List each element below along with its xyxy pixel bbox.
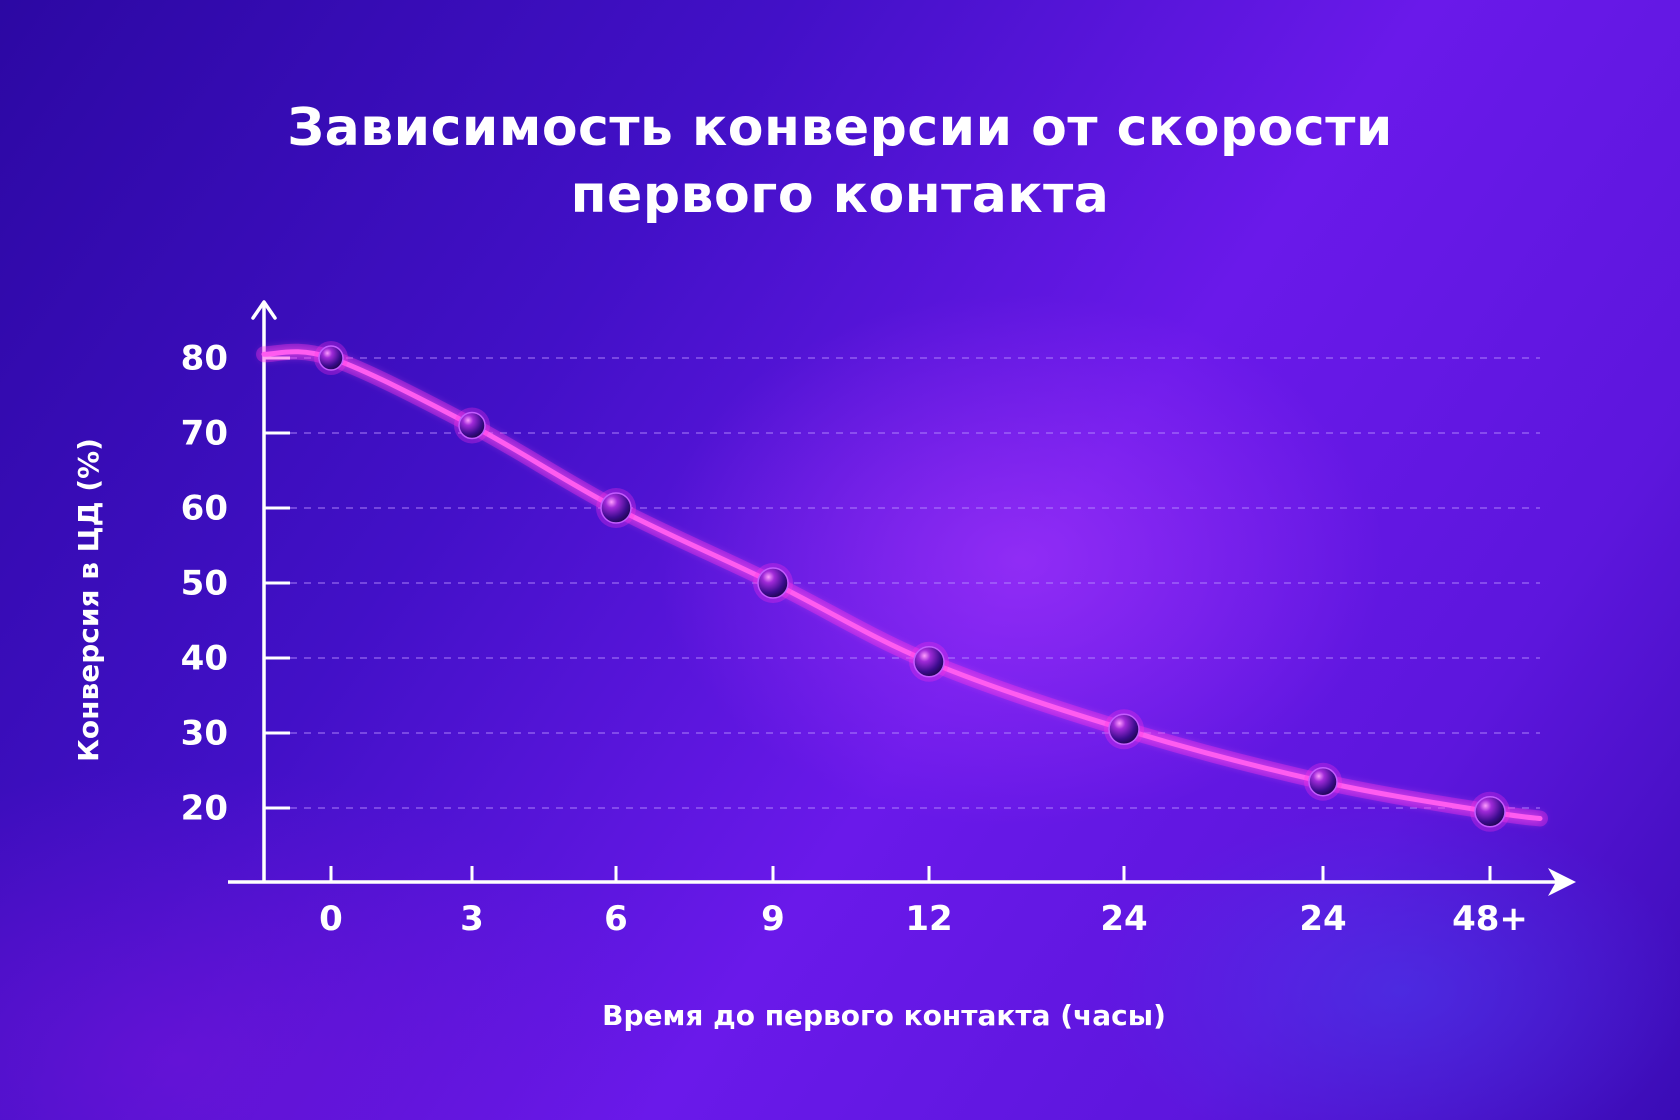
- y-tick-label: 40: [181, 639, 228, 679]
- x-axis-arrow: [1548, 868, 1576, 896]
- y-axis-arrow: [251, 300, 277, 320]
- data-point: [600, 492, 632, 524]
- data-points: [314, 341, 1510, 832]
- x-tick-label: 9: [761, 899, 785, 939]
- y-tick-label: 60: [181, 489, 228, 529]
- data-point: [913, 646, 945, 678]
- series-line-path: [261, 349, 1543, 821]
- x-tick-label: 24: [1100, 899, 1147, 939]
- chart-title-line-2: первого контакта: [571, 165, 1110, 225]
- y-tick-label: 30: [181, 714, 228, 754]
- data-point: [1308, 767, 1338, 797]
- y-tick-label: 80: [181, 339, 228, 379]
- x-tick-label: 3: [460, 899, 484, 939]
- x-axis-label: Время до первого контакта (часы): [602, 999, 1166, 1032]
- series-line: [256, 343, 1548, 827]
- x-tick-label: 0: [319, 899, 343, 939]
- axes: [228, 300, 1576, 896]
- chart-title: Зависимость конверсии от скорости первог…: [287, 98, 1393, 225]
- chart-title-line-1: Зависимость конверсии от скорости: [287, 98, 1393, 158]
- x-tick-label: 12: [905, 899, 952, 939]
- data-point: [1474, 796, 1506, 828]
- data-point: [757, 567, 789, 599]
- grid-lines: [290, 357, 1540, 809]
- x-tick-label: 48+: [1452, 899, 1528, 939]
- data-point: [458, 411, 486, 440]
- y-tick-labels: 80 70 60 50 40 30 20: [181, 339, 290, 829]
- data-point: [318, 345, 344, 371]
- x-tick-labels: 0 3 6 9 12 24 24 48+: [319, 866, 1528, 939]
- x-tick-label: 24: [1299, 899, 1346, 939]
- y-axis-label: Конверсия в ЦД (%): [72, 438, 105, 762]
- data-point: [1108, 713, 1140, 745]
- y-tick-label: 70: [181, 414, 228, 454]
- y-tick-label: 50: [181, 564, 228, 604]
- x-tick-label: 6: [604, 899, 628, 939]
- y-tick-label: 20: [181, 789, 228, 829]
